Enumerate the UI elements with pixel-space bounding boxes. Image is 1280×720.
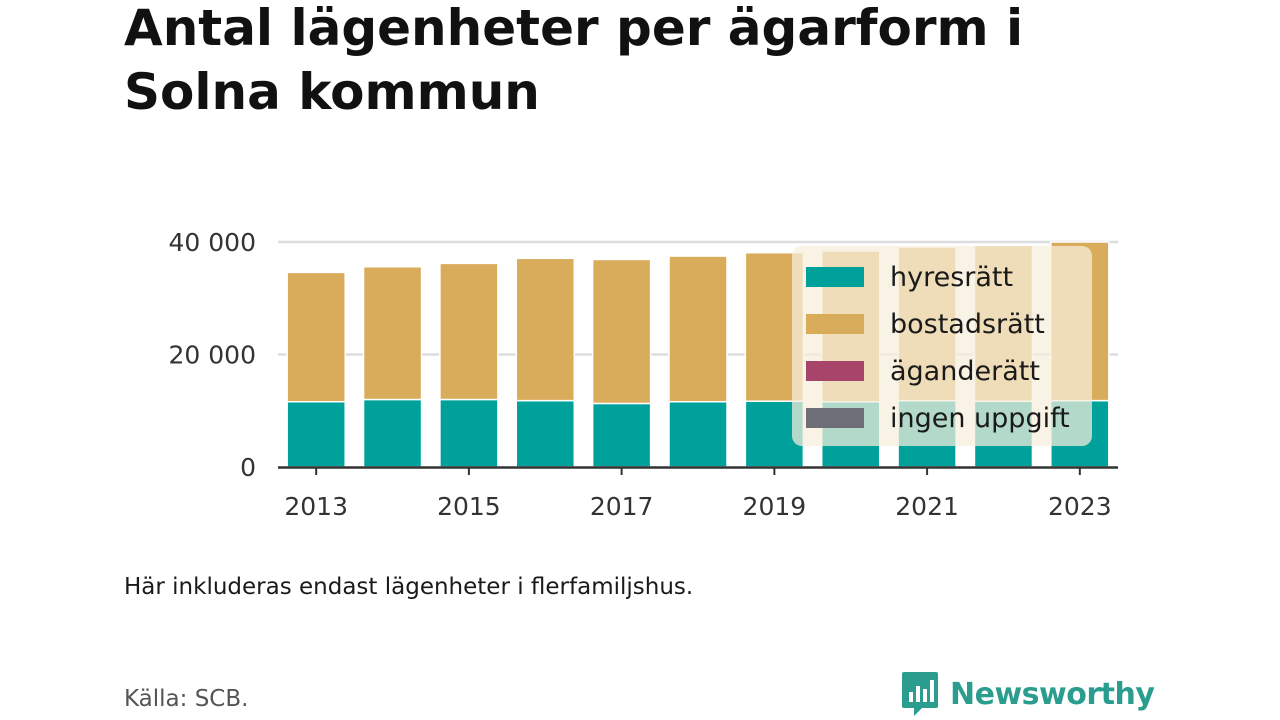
- bar-segment: [439, 398, 499, 468]
- legend-label: bostadsrätt: [890, 309, 1045, 340]
- y-tick-label: 0: [240, 453, 256, 482]
- x-tick-label: 2015: [437, 492, 501, 521]
- x-tick-label: 2021: [895, 492, 959, 521]
- x-axis-ticks: [315, 467, 1081, 475]
- bar-segment: [515, 257, 576, 402]
- x-tick-label: 2017: [590, 492, 654, 521]
- legend-swatch: [806, 408, 864, 428]
- y-tick-label: 40 000: [169, 228, 256, 257]
- y-axis-labels: 0 20 000 40 000: [169, 228, 256, 482]
- legend-background: [792, 246, 1092, 446]
- newsworthy-logo-icon: [902, 672, 938, 716]
- legend-label: ingen uppgift: [890, 403, 1070, 434]
- bar-segment: [668, 255, 728, 403]
- y-tick-label: 20 000: [169, 341, 256, 370]
- bar-segment: [515, 399, 576, 468]
- legend-label: äganderätt: [890, 356, 1040, 387]
- bar-segment: [668, 401, 728, 468]
- legend-swatch: [806, 361, 864, 381]
- legend-label: hyresrätt: [890, 262, 1013, 293]
- legend-swatch: [806, 314, 864, 334]
- legend: hyresrätt bostadsrätt äganderätt ingen uppg…: [792, 246, 1092, 446]
- bar-segment: [362, 398, 423, 468]
- x-tick-label: 2013: [284, 492, 348, 521]
- chart-title: Antal lägenheter per ägarform i Solna ko…: [124, 0, 1024, 121]
- bar-segment: [362, 266, 423, 401]
- brand-name: Newsworthy: [950, 676, 1155, 712]
- bar-segment: [286, 401, 346, 468]
- source-text: Källa: SCB.: [124, 686, 249, 712]
- legend-swatch: [806, 267, 864, 287]
- bar-segment: [591, 258, 652, 405]
- bar-segment: [286, 271, 346, 403]
- bar-segment: [591, 402, 652, 468]
- x-tick-label: 2023: [1048, 492, 1112, 521]
- x-tick-label: 2019: [743, 492, 807, 521]
- bar-segment: [439, 262, 499, 401]
- brand-logo[interactable]: Newsworthy: [900, 670, 1155, 718]
- chart-note: Här inkluderas endast lägenheter i flerf…: [124, 574, 694, 600]
- x-axis-labels: 2013 2015 2017 2019 2021 2023: [284, 492, 1111, 521]
